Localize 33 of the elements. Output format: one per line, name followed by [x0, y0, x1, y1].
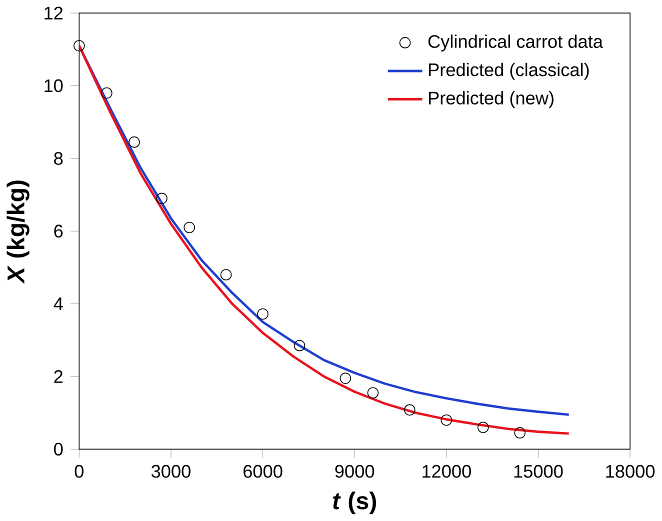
y-tick-label: 4 [54, 298, 63, 310]
point [440, 414, 452, 426]
y-tick-label: 2 [54, 370, 63, 383]
point [340, 372, 352, 384]
point [367, 387, 379, 399]
x-tick-label: 0 [74, 464, 84, 478]
point [74, 40, 85, 52]
point [257, 308, 268, 320]
y-tick-label: 8 [54, 152, 63, 165]
x-tick-label: 3000 [151, 464, 190, 478]
point [477, 422, 489, 434]
legend-label: Cylindrical carrot data [428, 34, 603, 52]
y-tick-label: 10 [44, 79, 63, 92]
point [220, 269, 232, 280]
point [156, 192, 168, 204]
point [128, 136, 140, 148]
point [294, 340, 306, 352]
x-tick-label: 6000 [244, 464, 282, 478]
x-tick-label: 12000 [422, 464, 471, 478]
x-axis-title: t (s) [333, 492, 376, 514]
x-tick-label: 9000 [335, 464, 374, 478]
x-tick-label: 18000 [606, 464, 655, 478]
legend-label: Predicted (new) [428, 91, 554, 108]
y-axis-title: X (kg/kg) [6, 180, 30, 284]
y-tick-label: 6 [54, 224, 63, 238]
legend-label: Predicted (classical) [428, 62, 589, 80]
y-tick-label: 0 [54, 442, 63, 456]
point [101, 87, 112, 99]
point [514, 427, 526, 439]
x-tick-label: 15000 [514, 464, 563, 478]
y-tick-label: 12 [44, 6, 63, 20]
point [184, 222, 195, 234]
point [404, 404, 416, 416]
